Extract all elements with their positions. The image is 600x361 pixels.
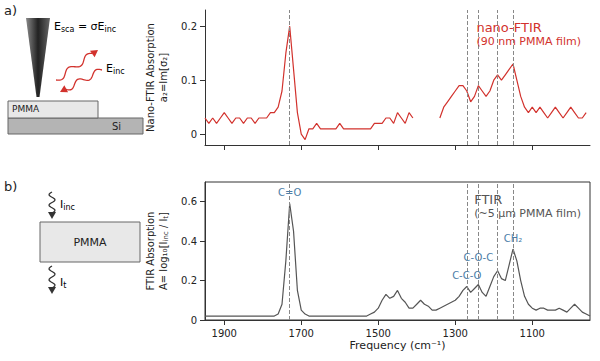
svg-text:A= log₁₀[I: A= log₁₀[I xyxy=(158,242,169,291)
svg-text:nano-FTIR: nano-FTIR xyxy=(476,20,541,35)
svg-text:(~5 µm PMMA film): (~5 µm PMMA film) xyxy=(474,207,581,220)
svg-text:C-O-C: C-O-C xyxy=(464,252,494,263)
svg-text:inc: inc xyxy=(113,67,125,76)
svg-text:E: E xyxy=(106,62,113,75)
svg-text:0.4: 0.4 xyxy=(181,236,197,247)
svg-text:sca: sca xyxy=(61,25,75,34)
svg-text:b): b) xyxy=(4,179,17,194)
svg-text:FTIR: FTIR xyxy=(474,192,502,207)
svg-text:1500: 1500 xyxy=(366,328,391,339)
svg-text:(90 nm PMMA film): (90 nm PMMA film) xyxy=(476,35,581,48)
svg-text:a): a) xyxy=(4,3,17,18)
svg-text:inc: inc xyxy=(105,25,117,34)
svg-text:a₂=Im[σ₂]: a₂=Im[σ₂] xyxy=(158,53,169,102)
svg-text:PMMA: PMMA xyxy=(73,236,107,249)
svg-text:C=O: C=O xyxy=(278,187,301,198)
svg-text:1100: 1100 xyxy=(520,328,545,339)
svg-text:]: ] xyxy=(158,212,169,216)
svg-text:= σE: = σE xyxy=(74,20,104,33)
svg-text:I: I xyxy=(60,198,64,211)
svg-text:0: 0 xyxy=(191,315,197,326)
svg-text:Si: Si xyxy=(112,121,121,132)
svg-text:I: I xyxy=(60,276,64,289)
svg-text:Frequency (cm⁻¹): Frequency (cm⁻¹) xyxy=(350,339,446,352)
svg-text:Nano-FTIR Absorption: Nano-FTIR Absorption xyxy=(145,23,156,132)
svg-text:0.2: 0.2 xyxy=(181,21,197,32)
svg-text:0.6: 0.6 xyxy=(181,196,197,207)
svg-text:/ I: / I xyxy=(158,219,169,232)
svg-text:PMMA: PMMA xyxy=(12,104,40,114)
svg-text:0.2: 0.2 xyxy=(181,275,197,286)
svg-text:t: t xyxy=(63,281,66,290)
svg-text:inc: inc xyxy=(162,231,170,241)
svg-text:C-C-O: C-C-O xyxy=(452,270,481,281)
svg-text:CH₂: CH₂ xyxy=(504,233,523,244)
svg-text:0: 0 xyxy=(191,129,197,140)
svg-text:FTIR Absorption: FTIR Absorption xyxy=(145,212,156,291)
svg-text:1900: 1900 xyxy=(212,328,237,339)
svg-text:t: t xyxy=(162,215,171,219)
svg-text:1700: 1700 xyxy=(289,328,314,339)
svg-text:0.1: 0.1 xyxy=(181,75,197,86)
svg-text:E: E xyxy=(54,20,61,33)
svg-text:inc: inc xyxy=(63,203,75,212)
svg-text:1300: 1300 xyxy=(443,328,468,339)
